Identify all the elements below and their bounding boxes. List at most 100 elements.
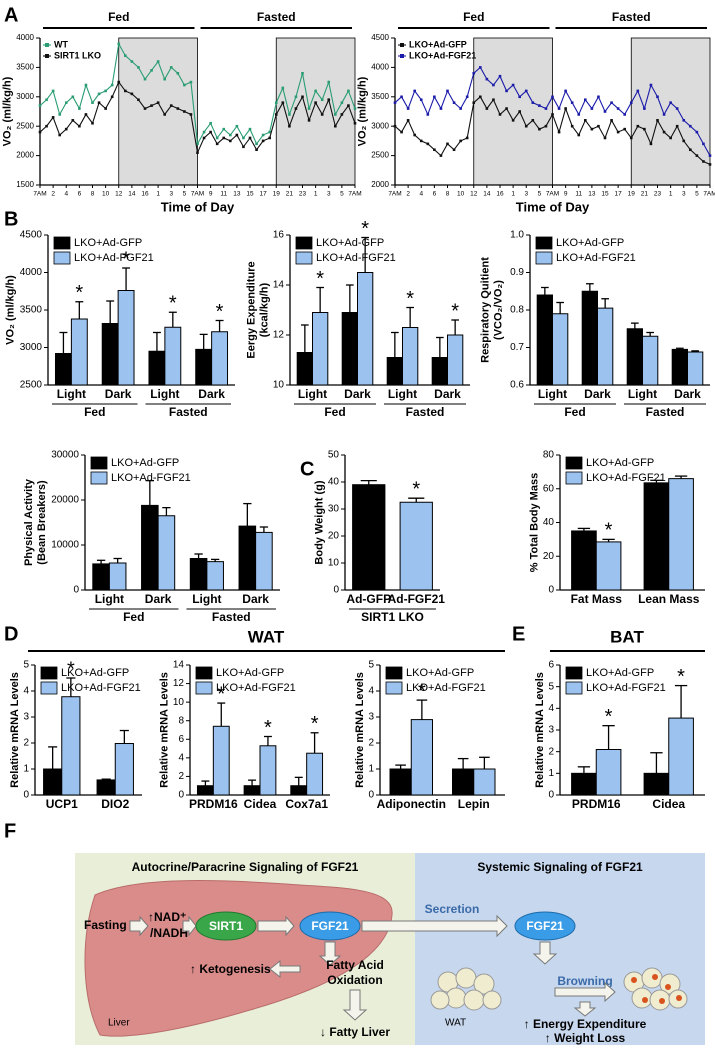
point	[413, 89, 416, 93]
group-label: Fasted	[646, 405, 685, 419]
point	[610, 101, 613, 104]
diagram-title: Systemic Signaling of FGF21	[477, 860, 643, 874]
point	[689, 148, 692, 152]
point	[564, 89, 567, 93]
x-tick-label: Lean Mass	[638, 592, 700, 606]
point	[675, 124, 679, 128]
point	[347, 89, 350, 93]
point	[202, 136, 206, 140]
y-tick-label: 3	[23, 712, 29, 723]
point	[104, 89, 107, 93]
point	[511, 119, 515, 122]
bar	[341, 312, 359, 386]
legend-label: LKO+Ad-FGF21	[61, 682, 141, 694]
x-tick-label: Lepin	[458, 797, 490, 811]
x-tick-label: 19	[273, 191, 281, 198]
legend-label: LKO+Ad-FGF21	[586, 682, 666, 694]
x-tick-label: 1	[156, 191, 160, 198]
point	[71, 119, 75, 122]
point	[702, 142, 705, 146]
point	[261, 139, 265, 143]
bar	[212, 725, 230, 796]
legend-swatch	[90, 456, 108, 470]
x-tick-label: 1	[314, 191, 318, 198]
legend-label: LKO+Ad-GFP	[216, 667, 284, 679]
bar	[290, 785, 308, 796]
significance: *	[605, 706, 613, 728]
y-tick-label: 0.9	[510, 267, 524, 278]
legend-swatch	[53, 236, 71, 250]
point	[524, 124, 528, 128]
point	[91, 101, 94, 104]
point	[406, 119, 410, 122]
x-tick-label: 4	[419, 191, 423, 198]
legend-label: LKO+Ad-FGF21	[316, 252, 396, 264]
x-tick-label: 5	[340, 191, 344, 198]
y-tick-label: 0.6	[510, 380, 524, 391]
y-tick-label: 0.8	[510, 305, 524, 316]
y-tick-label: 0	[23, 790, 29, 801]
point	[446, 142, 449, 146]
arrow	[269, 959, 301, 979]
point	[695, 130, 699, 134]
legend-swatch	[385, 666, 403, 680]
significance: *	[264, 717, 272, 739]
diagram-text: Liver	[108, 1018, 130, 1029]
bar	[357, 272, 374, 386]
legend-label: LKO+Ad-GFP	[586, 457, 654, 469]
y-tick-label: 2000	[16, 151, 34, 160]
point	[45, 124, 48, 128]
diagram-text: FGF21	[311, 919, 349, 933]
point	[189, 80, 193, 84]
arrow	[342, 989, 368, 1021]
x-tick-label: 10	[457, 191, 465, 198]
point	[524, 89, 528, 93]
y-tick-label: 12	[173, 678, 185, 689]
bar	[61, 696, 81, 796]
point	[156, 60, 160, 63]
shaded-region	[630, 37, 711, 186]
point	[577, 133, 581, 137]
y-tick-label: 3000	[20, 342, 43, 353]
x-tick-label: Dark	[242, 592, 269, 606]
point	[570, 124, 574, 128]
point	[597, 124, 600, 128]
point	[222, 127, 226, 131]
point	[150, 69, 153, 72]
point	[255, 142, 258, 146]
point	[419, 98, 423, 102]
point	[104, 107, 107, 110]
point	[400, 130, 403, 134]
sirt1-node	[195, 911, 257, 941]
significance: *	[316, 268, 324, 290]
y-tick-label: 20	[543, 551, 555, 562]
y-tick-label: 20000	[51, 495, 79, 506]
point	[301, 95, 304, 99]
point	[511, 83, 515, 87]
y-tick-label: 0	[548, 585, 554, 596]
shaded-region	[473, 37, 553, 186]
point	[222, 136, 226, 140]
point	[452, 101, 456, 104]
bar	[255, 531, 273, 591]
y-tick-label: 3	[548, 725, 554, 736]
point	[465, 136, 469, 140]
y-tick-label: 0	[178, 790, 184, 801]
point	[629, 101, 633, 104]
point	[446, 89, 449, 93]
point	[353, 107, 357, 110]
significance: *	[169, 293, 177, 315]
y-tick-label: 4	[178, 752, 184, 763]
point	[137, 66, 140, 69]
point	[459, 107, 462, 110]
y-axis-label: Eergy Expenditure	[245, 261, 257, 358]
diagram-text: Fasting	[84, 918, 127, 932]
point	[472, 71, 476, 75]
point	[439, 154, 443, 157]
group-label: Fasted	[406, 405, 445, 419]
point	[229, 139, 232, 143]
bar	[238, 525, 257, 591]
x-tick-label: 2	[406, 191, 410, 198]
point	[452, 148, 456, 152]
x-tick-label: Ad-FGF21	[388, 592, 446, 606]
